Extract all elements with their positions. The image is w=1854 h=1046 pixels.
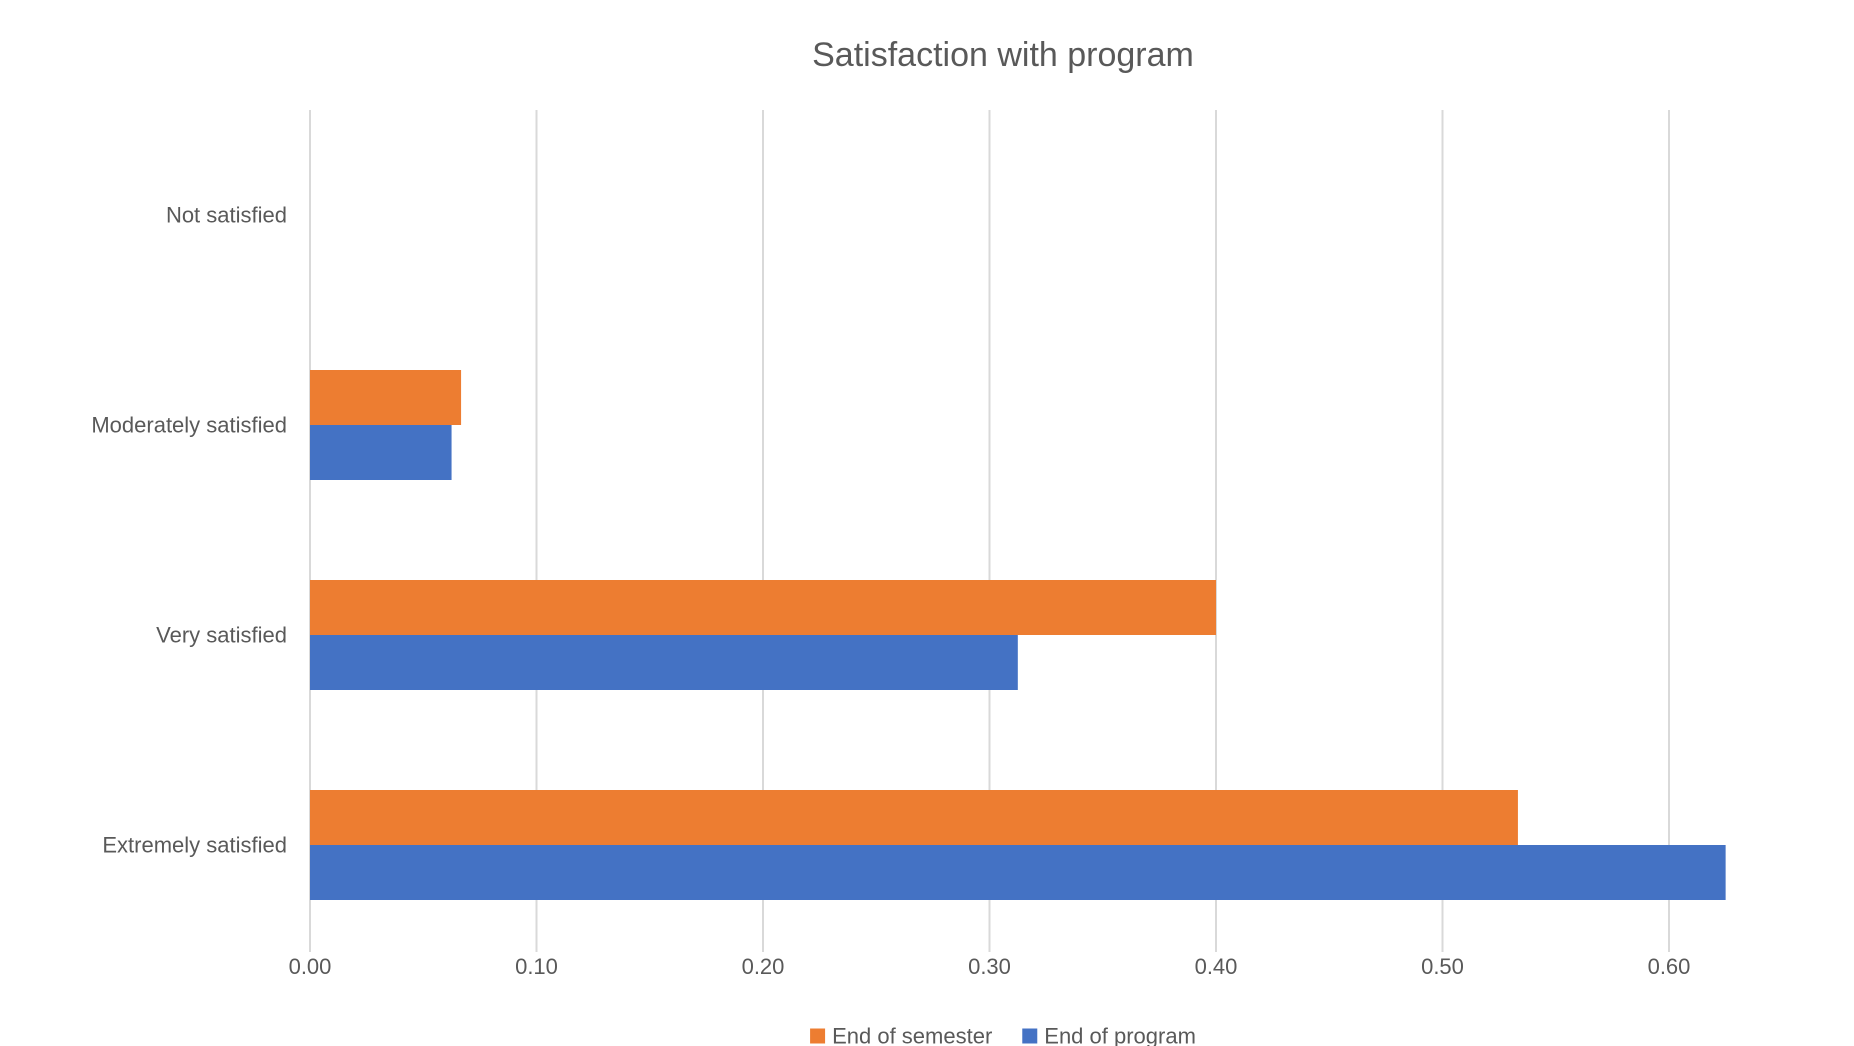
category-label: Moderately satisfied	[91, 413, 287, 438]
category-label: Not satisfied	[166, 203, 287, 228]
x-tick-label: 0.00	[289, 954, 332, 979]
category-label: Extremely satisfied	[102, 833, 287, 858]
x-tick-label: 0.60	[1648, 954, 1691, 979]
gridlines	[309, 110, 1670, 952]
x-axis-tick-labels: 0.00 0.10 0.20 0.30 0.40 0.50 0.60	[289, 954, 1691, 979]
legend-label: End of semester	[832, 1024, 992, 1046]
legend-swatch	[1022, 1028, 1038, 1044]
x-tick-label: 0.10	[515, 954, 558, 979]
x-tick-label: 0.50	[1421, 954, 1464, 979]
x-tick-label: 0.40	[1195, 954, 1238, 979]
legend-swatch	[810, 1028, 826, 1044]
bar	[310, 635, 1018, 690]
bar	[310, 370, 462, 425]
legend-label: End of program	[1044, 1024, 1196, 1046]
bar	[310, 790, 1518, 845]
category-label: Very satisfied	[156, 623, 287, 648]
bars	[310, 370, 1726, 900]
bar	[310, 845, 1726, 900]
category-labels: Not satisfied Moderately satisfied Very sa…	[91, 203, 287, 858]
bar	[310, 425, 452, 480]
x-tick-label: 0.30	[968, 954, 1011, 979]
bar	[310, 580, 1216, 635]
x-tick-label: 0.20	[742, 954, 785, 979]
legend: End of semester End of program	[810, 1024, 1196, 1046]
chart-title: Satisfaction with program	[812, 36, 1194, 74]
